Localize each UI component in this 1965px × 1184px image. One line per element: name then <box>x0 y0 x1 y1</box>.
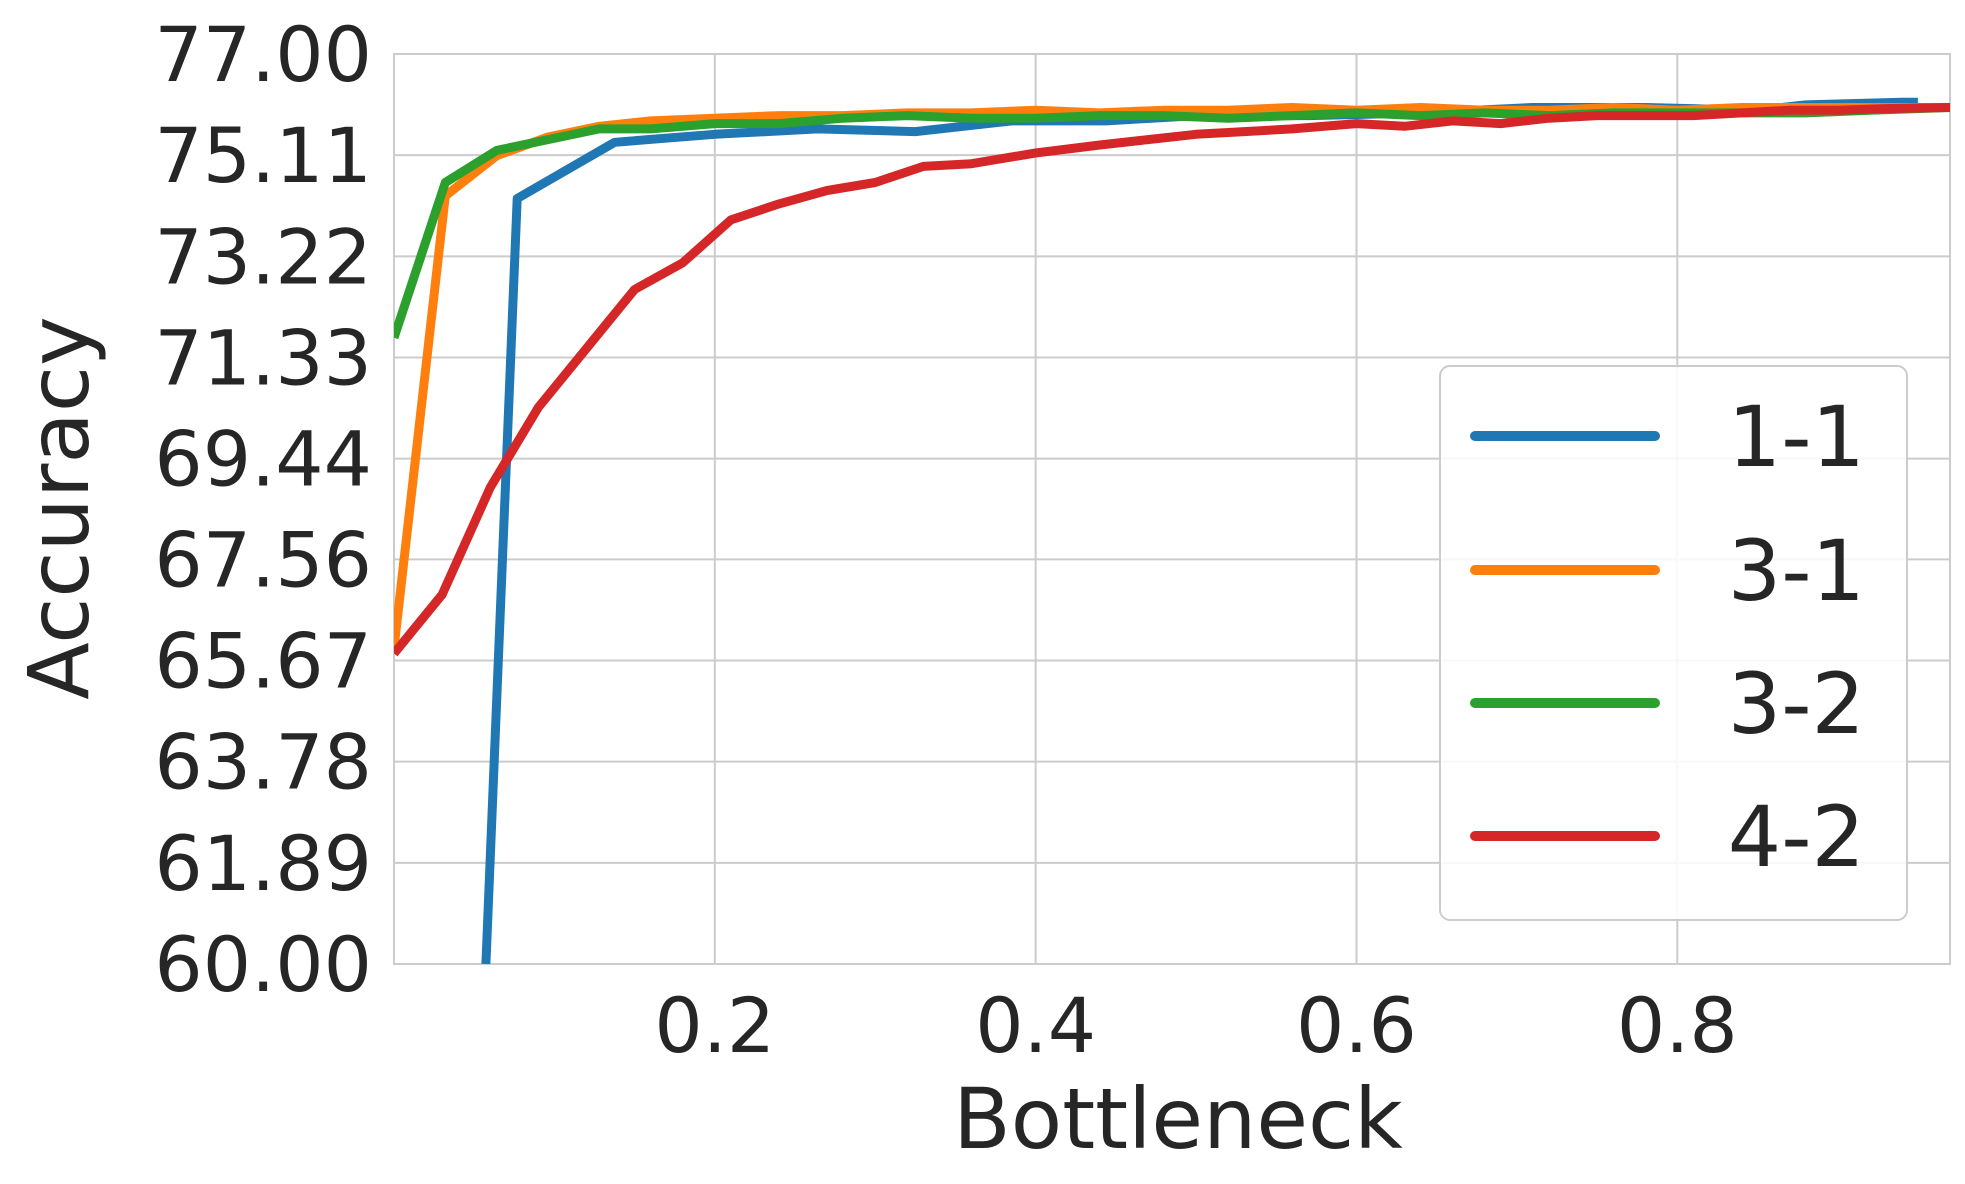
y-tick-label: 69.44 <box>154 415 372 504</box>
x-axis-label: Bottleneck <box>953 1070 1403 1168</box>
y-tick-label: 60.00 <box>154 920 372 1009</box>
series-line-4-2 <box>394 103 1950 657</box>
x-axis-ticks: 0.2 0.4 0.6 0.8 <box>654 981 1737 1070</box>
x-tick-label: 0.6 <box>1296 981 1417 1070</box>
y-tick-label: 77.00 <box>154 10 372 99</box>
y-tick-label: 73.22 <box>154 212 372 301</box>
x-tick-label: 0.8 <box>1617 981 1738 1070</box>
y-tick-label: 65.67 <box>154 616 372 705</box>
y-axis-label: Accuracy <box>10 316 108 700</box>
y-tick-label: 67.56 <box>154 515 372 604</box>
legend-box <box>1439 365 1908 921</box>
legend-label-3-1: 3-1 <box>1728 522 1865 620</box>
axes: 60.00 61.89 63.78 65.67 67.56 69.44 71.33 73.22… <box>10 10 1738 1168</box>
y-tick-label: 71.33 <box>154 314 372 403</box>
y-axis-ticks: 60.00 61.89 63.78 65.67 67.56 69.44 71.33 73.22… <box>154 10 372 1009</box>
legend: 1-1 3-1 3-2 4-2 <box>1439 365 1908 921</box>
x-tick-label: 0.2 <box>654 981 775 1070</box>
legend-label-3-2: 3-2 <box>1728 655 1865 753</box>
x-tick-label: 0.4 <box>975 981 1096 1070</box>
legend-label-1-1: 1-1 <box>1728 388 1865 486</box>
y-tick-label: 63.78 <box>154 718 372 807</box>
y-tick-label: 75.11 <box>154 111 372 200</box>
legend-label-4-2: 4-2 <box>1728 788 1865 886</box>
y-tick-label: 61.89 <box>154 819 372 908</box>
series-layer <box>394 97 1950 964</box>
